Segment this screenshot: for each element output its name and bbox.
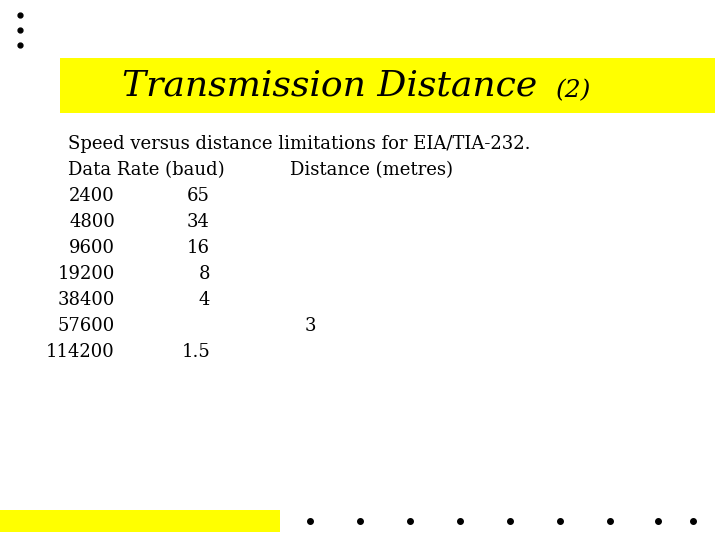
Text: 9600: 9600 [69,239,115,257]
Text: 114200: 114200 [46,343,115,361]
Text: 16: 16 [187,239,210,257]
Text: 4: 4 [199,291,210,309]
Text: Data Rate (baud): Data Rate (baud) [68,161,225,179]
Text: 8: 8 [199,265,210,283]
Text: 19200: 19200 [58,265,115,283]
Text: Distance (metres): Distance (metres) [290,161,453,179]
Text: 3: 3 [305,317,317,335]
Text: 2400: 2400 [69,187,115,205]
Text: 4800: 4800 [69,213,115,231]
Text: 1.5: 1.5 [181,343,210,361]
Text: 38400: 38400 [58,291,115,309]
Text: 57600: 57600 [58,317,115,335]
Text: 65: 65 [187,187,210,205]
FancyBboxPatch shape [60,58,715,113]
Text: 34: 34 [187,213,210,231]
Text: Transmission Distance: Transmission Distance [122,69,538,103]
FancyBboxPatch shape [0,510,280,532]
Text: (2): (2) [556,79,591,102]
Text: Speed versus distance limitations for EIA/TIA-232.: Speed versus distance limitations for EI… [68,135,531,153]
